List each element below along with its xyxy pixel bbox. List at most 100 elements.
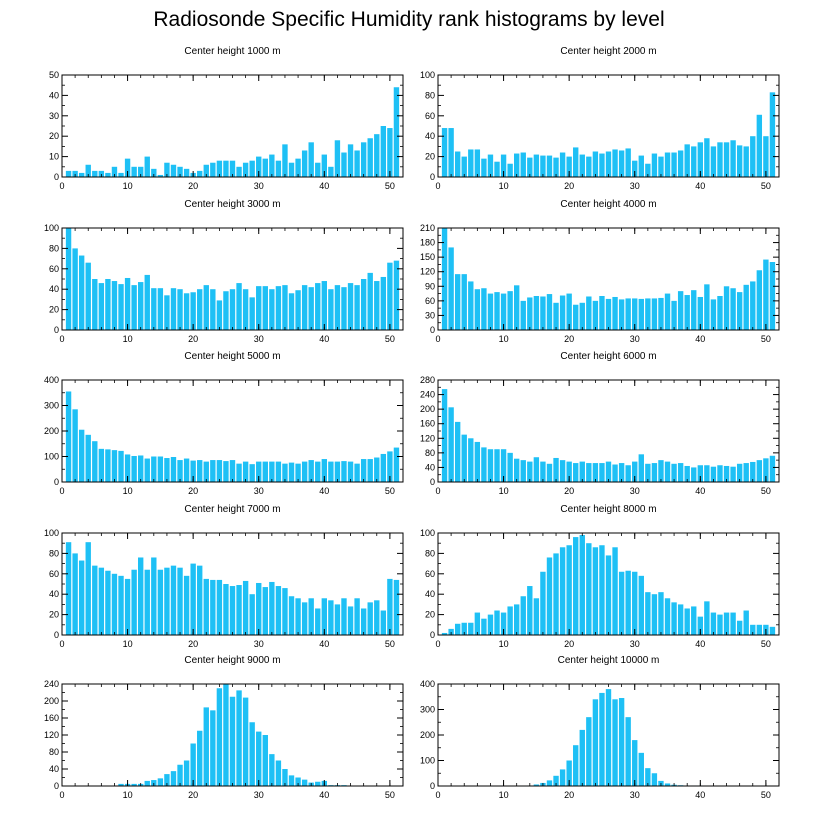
bar xyxy=(494,449,500,482)
bar xyxy=(579,535,585,635)
bar xyxy=(131,455,137,482)
bar xyxy=(507,452,513,482)
bar xyxy=(190,292,196,330)
bar xyxy=(144,274,150,330)
bar xyxy=(514,458,520,482)
bar xyxy=(461,274,467,330)
x-tick-label: 50 xyxy=(761,639,771,649)
bar xyxy=(118,284,124,330)
bar xyxy=(144,569,150,635)
bar xyxy=(131,166,137,177)
bar xyxy=(658,156,664,177)
bar xyxy=(540,571,546,635)
y-tick-label: 80 xyxy=(425,548,435,558)
bar xyxy=(269,754,275,787)
bar xyxy=(295,598,301,635)
y-tick-label: 280 xyxy=(420,375,435,385)
bar xyxy=(743,610,749,635)
panel-title: Center height 9000 m xyxy=(184,655,280,666)
bar xyxy=(118,172,124,177)
bar xyxy=(461,156,467,177)
bar xyxy=(664,152,671,177)
bar xyxy=(288,293,295,330)
bar xyxy=(210,579,216,635)
bar xyxy=(164,774,170,786)
bar xyxy=(717,614,723,635)
bar xyxy=(743,463,749,482)
bar xyxy=(710,466,717,482)
bar xyxy=(704,601,710,635)
y-tick-label: 0 xyxy=(430,477,435,487)
x-tick-label: 0 xyxy=(435,639,440,649)
bar xyxy=(592,151,599,177)
bar xyxy=(118,783,124,787)
bar xyxy=(684,465,690,482)
panel-2: Center height 2000 m 0 10 20 30 40 50 0 20 40 60 80… xyxy=(420,46,780,191)
bar xyxy=(262,735,268,786)
bar xyxy=(586,717,592,786)
bar xyxy=(527,586,533,635)
bar xyxy=(85,542,91,635)
bar xyxy=(723,286,730,330)
bar xyxy=(566,156,572,177)
y-tick-label: 0 xyxy=(54,630,59,640)
bar xyxy=(553,302,559,330)
bar xyxy=(210,460,216,482)
bar xyxy=(487,614,494,635)
bar xyxy=(256,156,262,177)
bar xyxy=(618,150,625,177)
bar xyxy=(730,612,736,635)
bar xyxy=(586,543,592,635)
bar xyxy=(494,610,500,635)
bar xyxy=(275,160,282,177)
x-tick-label: 30 xyxy=(254,181,264,191)
bar xyxy=(697,142,703,177)
y-tick-label: 0 xyxy=(430,325,435,335)
x-tick-label: 30 xyxy=(254,790,264,800)
y-tick-label: 30 xyxy=(425,310,435,320)
bar xyxy=(723,612,730,635)
bar xyxy=(461,434,467,482)
bar xyxy=(210,289,216,330)
bar xyxy=(763,136,769,177)
bar xyxy=(671,463,677,482)
bar xyxy=(92,279,98,330)
x-tick-label: 10 xyxy=(123,639,133,649)
bar xyxy=(229,160,236,177)
bar xyxy=(347,144,354,177)
bar xyxy=(638,298,644,330)
bar xyxy=(197,289,203,330)
bar xyxy=(691,290,697,330)
bar xyxy=(612,464,618,482)
bar xyxy=(393,447,400,482)
bar xyxy=(573,304,579,330)
bar xyxy=(360,459,367,482)
bar xyxy=(592,699,599,786)
bar xyxy=(295,290,301,330)
bar xyxy=(118,575,124,635)
bar xyxy=(354,150,360,177)
bar xyxy=(618,571,625,635)
bar xyxy=(664,598,671,635)
bar xyxy=(454,623,461,635)
bar xyxy=(151,557,157,635)
bar xyxy=(138,557,144,635)
bar xyxy=(105,570,111,635)
bar xyxy=(546,155,553,177)
bar xyxy=(183,458,190,482)
bar xyxy=(527,297,533,330)
bar xyxy=(269,581,275,635)
bar xyxy=(769,626,776,635)
bar xyxy=(710,146,717,177)
y-tick-label: 300 xyxy=(420,705,435,715)
bar xyxy=(566,760,572,786)
y-tick-label: 0 xyxy=(430,630,435,640)
bar xyxy=(282,144,288,177)
bar xyxy=(334,285,341,330)
panel-title: Center height 6000 m xyxy=(560,351,656,362)
bar xyxy=(573,745,579,786)
bar xyxy=(118,450,124,482)
bar xyxy=(618,463,625,482)
bar xyxy=(605,689,612,786)
bar xyxy=(704,138,710,177)
